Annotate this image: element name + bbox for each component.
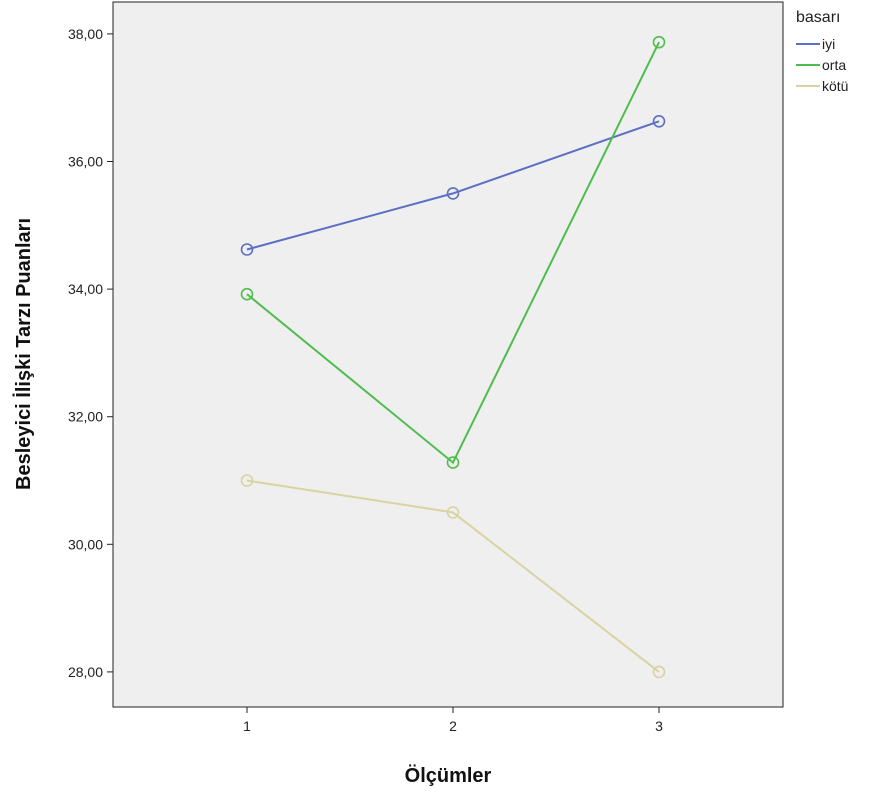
series-kötü: [240, 474, 666, 679]
data-point: [240, 243, 254, 256]
data-point: [446, 456, 460, 469]
data-point: [652, 115, 666, 128]
data-point: [446, 187, 460, 200]
legend-label: kötü: [822, 78, 848, 94]
y-tick-label: 32,00: [68, 409, 103, 425]
series-line: [246, 479, 660, 673]
y-axis-ticks: 28,00 30,00 32,00 34,00 36,00 38,00: [68, 26, 113, 680]
x-axis-ticks: 1 2 3: [243, 707, 663, 734]
y-axis-title: Besleyici İlişki Tarzı Puanları: [12, 218, 35, 490]
legend-item: iyi: [796, 36, 835, 52]
data-point: [652, 35, 666, 49]
series-line: [246, 120, 660, 251]
legend-title: basarı: [796, 9, 840, 26]
data-point: [446, 506, 460, 519]
x-tick-label: 1: [243, 718, 251, 734]
x-tick-label: 2: [449, 718, 457, 734]
legend-item: orta: [796, 57, 846, 73]
legend-label: iyi: [822, 36, 835, 52]
x-tick-label: 3: [655, 718, 663, 734]
data-point: [240, 474, 254, 487]
series-iyi: [240, 115, 666, 256]
legend-items: iyi orta kötü: [796, 36, 848, 94]
data-point: [652, 665, 666, 679]
legend-label: orta: [822, 57, 846, 73]
y-tick-label: 28,00: [68, 664, 103, 680]
series-orta: [240, 35, 666, 469]
legend: basarı iyi orta kötü: [796, 9, 848, 94]
series-layer: [240, 35, 666, 679]
legend-item: kötü: [796, 78, 848, 94]
data-point: [240, 287, 254, 301]
y-tick-label: 36,00: [68, 154, 103, 170]
series-line: [246, 41, 660, 465]
y-tick-label: 38,00: [68, 26, 103, 42]
plot-area: [112, 1, 784, 708]
y-tick-label: 30,00: [68, 536, 103, 552]
y-tick-label: 34,00: [68, 281, 103, 297]
x-axis-title: Ölçümler: [405, 764, 492, 787]
